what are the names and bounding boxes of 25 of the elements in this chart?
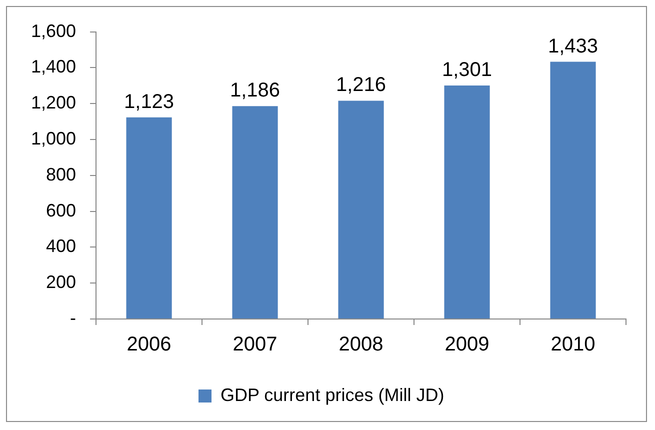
bar: [444, 85, 490, 318]
bar: [338, 100, 384, 318]
x-tick-label: 2009: [444, 334, 490, 356]
legend-label: GDP current prices (Mill JD): [220, 384, 444, 405]
y-tick-label: 800: [46, 164, 76, 184]
data-label: 1,433: [548, 35, 598, 58]
y-tick-label: 1,600: [30, 20, 76, 41]
data-label: 1,186: [230, 80, 280, 102]
x-tick-label: 2007: [232, 334, 278, 356]
data-label: 1,216: [336, 74, 386, 96]
y-tick-label: 400: [46, 236, 76, 256]
x-tick-label: 2006: [126, 334, 172, 356]
y-tick-label: 1,400: [30, 56, 76, 77]
y-tick-label: 1,000: [30, 128, 76, 148]
bar: [232, 106, 278, 318]
data-label: 1,123: [124, 90, 174, 113]
y-tick-label: 600: [46, 200, 76, 220]
bar: [550, 62, 596, 318]
bar: [126, 117, 172, 318]
data-label: 1,301: [442, 58, 492, 81]
x-tick-label: 2010: [550, 334, 596, 356]
y-tick-label: -: [70, 308, 76, 328]
y-tick-label: 1,200: [30, 92, 76, 113]
x-tick-label: 2008: [338, 334, 384, 356]
y-tick-label: 200: [46, 272, 76, 292]
